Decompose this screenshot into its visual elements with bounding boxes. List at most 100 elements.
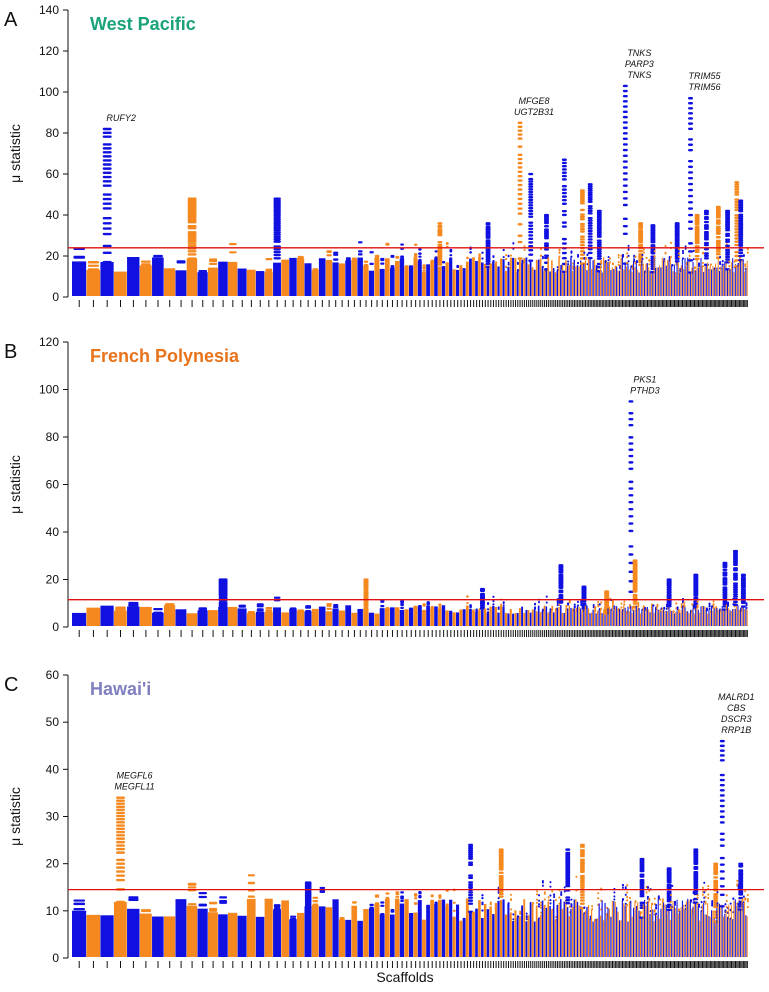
scaffold-points xyxy=(475,908,478,957)
scaffold-points xyxy=(368,270,375,296)
scaffold-points xyxy=(384,608,390,626)
scaffold-points xyxy=(587,608,590,626)
peak-point xyxy=(738,254,744,258)
scaffold-points xyxy=(665,265,667,296)
scaffold-points xyxy=(494,606,498,626)
peak-point xyxy=(528,241,534,244)
scaffold-points xyxy=(639,613,642,626)
peak-point xyxy=(688,194,694,198)
scaffold-points xyxy=(697,609,699,626)
scaffold-points xyxy=(650,272,652,296)
scaffold-points xyxy=(100,915,114,957)
peak-point xyxy=(628,570,634,573)
outlier-point xyxy=(648,899,651,902)
scaffold-points xyxy=(613,901,615,957)
x-axis-label: Scaffolds xyxy=(376,969,433,985)
outlier-point xyxy=(478,609,481,612)
peak-point xyxy=(498,890,504,893)
scaffold-points xyxy=(152,257,164,296)
peak-point xyxy=(517,137,523,140)
outlier-point xyxy=(507,261,510,264)
peak-point xyxy=(561,237,567,241)
outlier-point xyxy=(497,897,500,900)
scaffold-points xyxy=(417,260,422,296)
scaffold-points xyxy=(345,605,352,626)
outlier-point xyxy=(413,902,418,905)
peak-point xyxy=(725,244,731,248)
scaffold-points xyxy=(634,266,636,296)
scaffold-points xyxy=(504,270,508,296)
outlier-point xyxy=(565,604,568,608)
peak-point xyxy=(734,206,740,209)
scaffold-points xyxy=(725,911,727,957)
peak-point xyxy=(468,845,474,849)
scaffold-points xyxy=(701,605,703,626)
scaffold-points xyxy=(413,257,418,296)
scaffold-points xyxy=(704,914,706,957)
scaffold-points xyxy=(469,258,472,296)
peak-point xyxy=(713,881,719,884)
scaffold-points xyxy=(434,904,438,957)
outlier-point xyxy=(505,254,508,257)
peak-point xyxy=(579,253,585,256)
y-tick-label: 60 xyxy=(46,478,60,492)
scaffold-points xyxy=(669,919,671,957)
peak-point xyxy=(715,253,721,256)
outlier-point xyxy=(745,602,748,605)
outlier-point xyxy=(701,265,704,268)
outlier-point xyxy=(681,249,684,253)
scaffold-points xyxy=(539,612,542,626)
outlier-point xyxy=(560,892,563,896)
peak-point xyxy=(622,184,628,187)
peak-point xyxy=(734,188,740,191)
scaffold-points xyxy=(683,268,685,296)
scaffold-points xyxy=(620,259,622,296)
scaffold-points xyxy=(628,269,630,296)
scaffold-points xyxy=(273,262,281,296)
scaffold-points xyxy=(537,918,540,957)
scaffold-points xyxy=(545,606,548,626)
scaffold-points xyxy=(618,270,621,296)
outlier-point xyxy=(543,891,546,894)
scaffold-points xyxy=(527,264,530,296)
scaffold-points xyxy=(628,611,630,626)
peak-point xyxy=(722,568,728,571)
y-tick-label: 10 xyxy=(46,904,60,918)
scaffold-points xyxy=(552,268,555,296)
peak-point xyxy=(639,878,645,882)
peak-point xyxy=(558,573,564,576)
peak-point xyxy=(116,824,126,827)
peak-point xyxy=(517,193,523,196)
scaffold-points xyxy=(673,906,675,957)
outlier-point xyxy=(357,250,363,253)
scaffold-points xyxy=(478,900,481,957)
outlier-point xyxy=(683,601,686,604)
scaffold-points xyxy=(576,605,579,626)
peak-point xyxy=(558,601,564,604)
scaffold-points xyxy=(186,905,198,957)
outlier-point xyxy=(707,884,710,888)
scaffold-points xyxy=(379,268,385,296)
peak-point xyxy=(517,166,523,169)
peak-point xyxy=(628,448,634,451)
outlier-point xyxy=(669,893,672,897)
outlier-point xyxy=(626,895,629,899)
peak-point xyxy=(273,248,281,251)
scaffold-points xyxy=(394,260,400,296)
scaffold-points xyxy=(527,610,530,626)
scaffold-points xyxy=(113,271,127,296)
scaffold-points xyxy=(127,257,140,296)
scaffold-points xyxy=(589,613,591,626)
peak-point xyxy=(116,821,126,824)
peak-point xyxy=(732,568,738,572)
outlier-point xyxy=(701,893,704,896)
peak-point xyxy=(273,257,281,260)
peak-point xyxy=(632,559,638,562)
outlier-point xyxy=(489,263,492,266)
scaffold-points xyxy=(644,610,646,626)
peak-point xyxy=(102,167,112,170)
outlier-point xyxy=(598,603,601,606)
outlier-point xyxy=(438,896,442,899)
peak-point xyxy=(732,595,738,598)
y-tick-label: 50 xyxy=(46,715,60,729)
